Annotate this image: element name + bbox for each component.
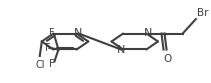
Text: N: N [73,28,82,38]
Text: F: F [45,43,50,53]
Text: F: F [49,28,54,38]
Text: N: N [117,45,125,55]
Text: F: F [49,59,54,69]
Text: Br: Br [197,8,208,18]
Text: O: O [164,54,172,64]
Text: N: N [144,28,153,38]
Text: Cl: Cl [35,60,45,70]
